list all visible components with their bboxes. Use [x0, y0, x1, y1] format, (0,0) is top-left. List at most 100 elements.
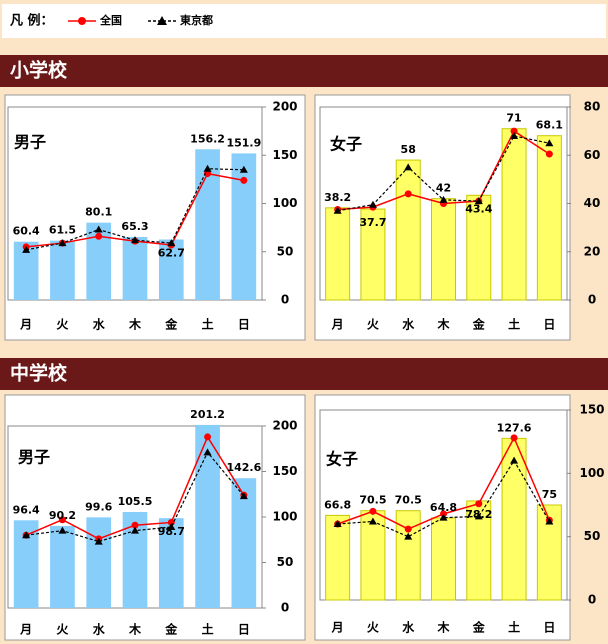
data-label: 142.6 — [226, 461, 261, 474]
data-label: 127.6 — [497, 421, 532, 434]
section-header — [0, 358, 608, 390]
data-label: 64.8 — [430, 501, 457, 514]
data-label: 105.5 — [118, 495, 153, 508]
line-marker — [167, 523, 176, 531]
data-label: 70.5 — [395, 494, 422, 507]
x-tick-label: 金 — [472, 620, 486, 635]
x-tick-label: 水 — [402, 620, 415, 635]
data-label: 78.2 — [465, 508, 492, 521]
x-tick-label: 金 — [164, 622, 178, 637]
data-label: 66.8 — [324, 498, 351, 511]
line-marker — [58, 526, 67, 534]
section-header — [0, 55, 608, 87]
data-label: 156.2 — [190, 132, 225, 145]
data-label: 80.1 — [85, 206, 112, 219]
data-label: 60.4 — [13, 225, 40, 238]
y-tick-label: 50 — [584, 529, 601, 543]
x-tick-label: 月 — [19, 623, 32, 637]
x-tick-label: 月 — [331, 621, 344, 635]
legend-title: 凡 例： — [10, 13, 54, 29]
x-tick-label: 金 — [472, 317, 486, 332]
bar — [325, 514, 351, 601]
bar — [86, 517, 112, 608]
line-marker — [510, 127, 518, 135]
data-label: 61.5 — [49, 224, 76, 237]
line-marker — [58, 516, 66, 524]
line-marker — [474, 512, 483, 520]
line-marker — [404, 163, 413, 171]
data-label: 70.5 — [359, 494, 386, 507]
bar — [466, 194, 492, 301]
y-tick-label: 60 — [584, 148, 601, 162]
data-label: 96.4 — [13, 503, 40, 516]
data-label: 58 — [401, 143, 416, 156]
bar — [501, 128, 527, 301]
chart-title: 男子 — [14, 133, 46, 152]
line-marker — [239, 492, 248, 500]
bar — [431, 198, 456, 301]
bar — [158, 518, 184, 608]
line-marker — [240, 176, 248, 184]
line-marker — [368, 200, 377, 208]
y-tick-label: 0 — [588, 593, 596, 607]
line-marker — [58, 239, 67, 247]
line-marker — [545, 150, 553, 158]
data-label: 37.7 — [359, 216, 386, 229]
line-marker — [404, 525, 412, 533]
x-tick-label: 月 — [19, 318, 32, 332]
line-marker — [204, 433, 212, 441]
bar — [50, 240, 75, 300]
x-tick-label: 水 — [93, 317, 106, 332]
x-tick-label: 土 — [202, 317, 214, 332]
line-marker — [94, 537, 103, 545]
x-tick-label: 火 — [56, 318, 69, 332]
y-tick-label: 100 — [272, 196, 297, 210]
x-tick-label: 木 — [128, 317, 142, 332]
section-title: 小学校 — [10, 59, 68, 82]
data-label: 42 — [436, 182, 451, 195]
line-marker — [22, 531, 31, 539]
data-label: 98.7 — [158, 525, 185, 538]
x-tick-label: 金 — [164, 317, 178, 332]
bar — [536, 135, 562, 301]
line-marker — [204, 170, 212, 178]
x-tick-label: 日 — [543, 621, 555, 635]
y-tick-label: 150 — [272, 148, 297, 162]
line-marker — [510, 131, 519, 139]
y-tick-label: 150 — [272, 464, 297, 478]
chart-title: 女子 — [326, 450, 358, 469]
y-tick-label: 20 — [584, 244, 601, 258]
bar — [431, 517, 456, 601]
y-tick-label: 40 — [584, 196, 601, 210]
line-marker — [475, 500, 483, 508]
y-tick-label: 150 — [579, 403, 604, 417]
legend-label: 東京都 — [180, 13, 213, 27]
x-tick-label: 土 — [508, 620, 520, 635]
x-tick-label: 土 — [508, 317, 520, 332]
y-tick-label: 0 — [281, 293, 289, 307]
line-marker — [167, 239, 176, 247]
data-label: 71 — [506, 112, 521, 125]
legend-label: 全国 — [99, 13, 122, 27]
line-marker — [333, 206, 342, 214]
x-tick-label: 水 — [402, 317, 415, 332]
line-marker — [404, 532, 413, 540]
chart-title: 男子 — [18, 448, 50, 467]
x-tick-label: 木 — [436, 620, 450, 635]
line-marker — [131, 521, 139, 529]
data-label: 62.7 — [158, 246, 185, 259]
line-marker — [510, 434, 518, 442]
data-label: 151.9 — [226, 136, 261, 149]
chart-title: 女子 — [330, 135, 362, 154]
bar — [325, 207, 351, 301]
line-marker — [203, 164, 212, 172]
x-tick-label: 火 — [367, 318, 380, 332]
data-label: 75 — [542, 488, 557, 501]
x-tick-label: 月 — [331, 318, 344, 332]
x-tick-label: 日 — [238, 318, 250, 332]
legend-marker — [78, 17, 86, 25]
line-marker — [203, 448, 212, 456]
line-marker — [333, 520, 342, 527]
x-tick-label: 土 — [202, 622, 214, 637]
y-tick-label: 200 — [272, 100, 297, 114]
